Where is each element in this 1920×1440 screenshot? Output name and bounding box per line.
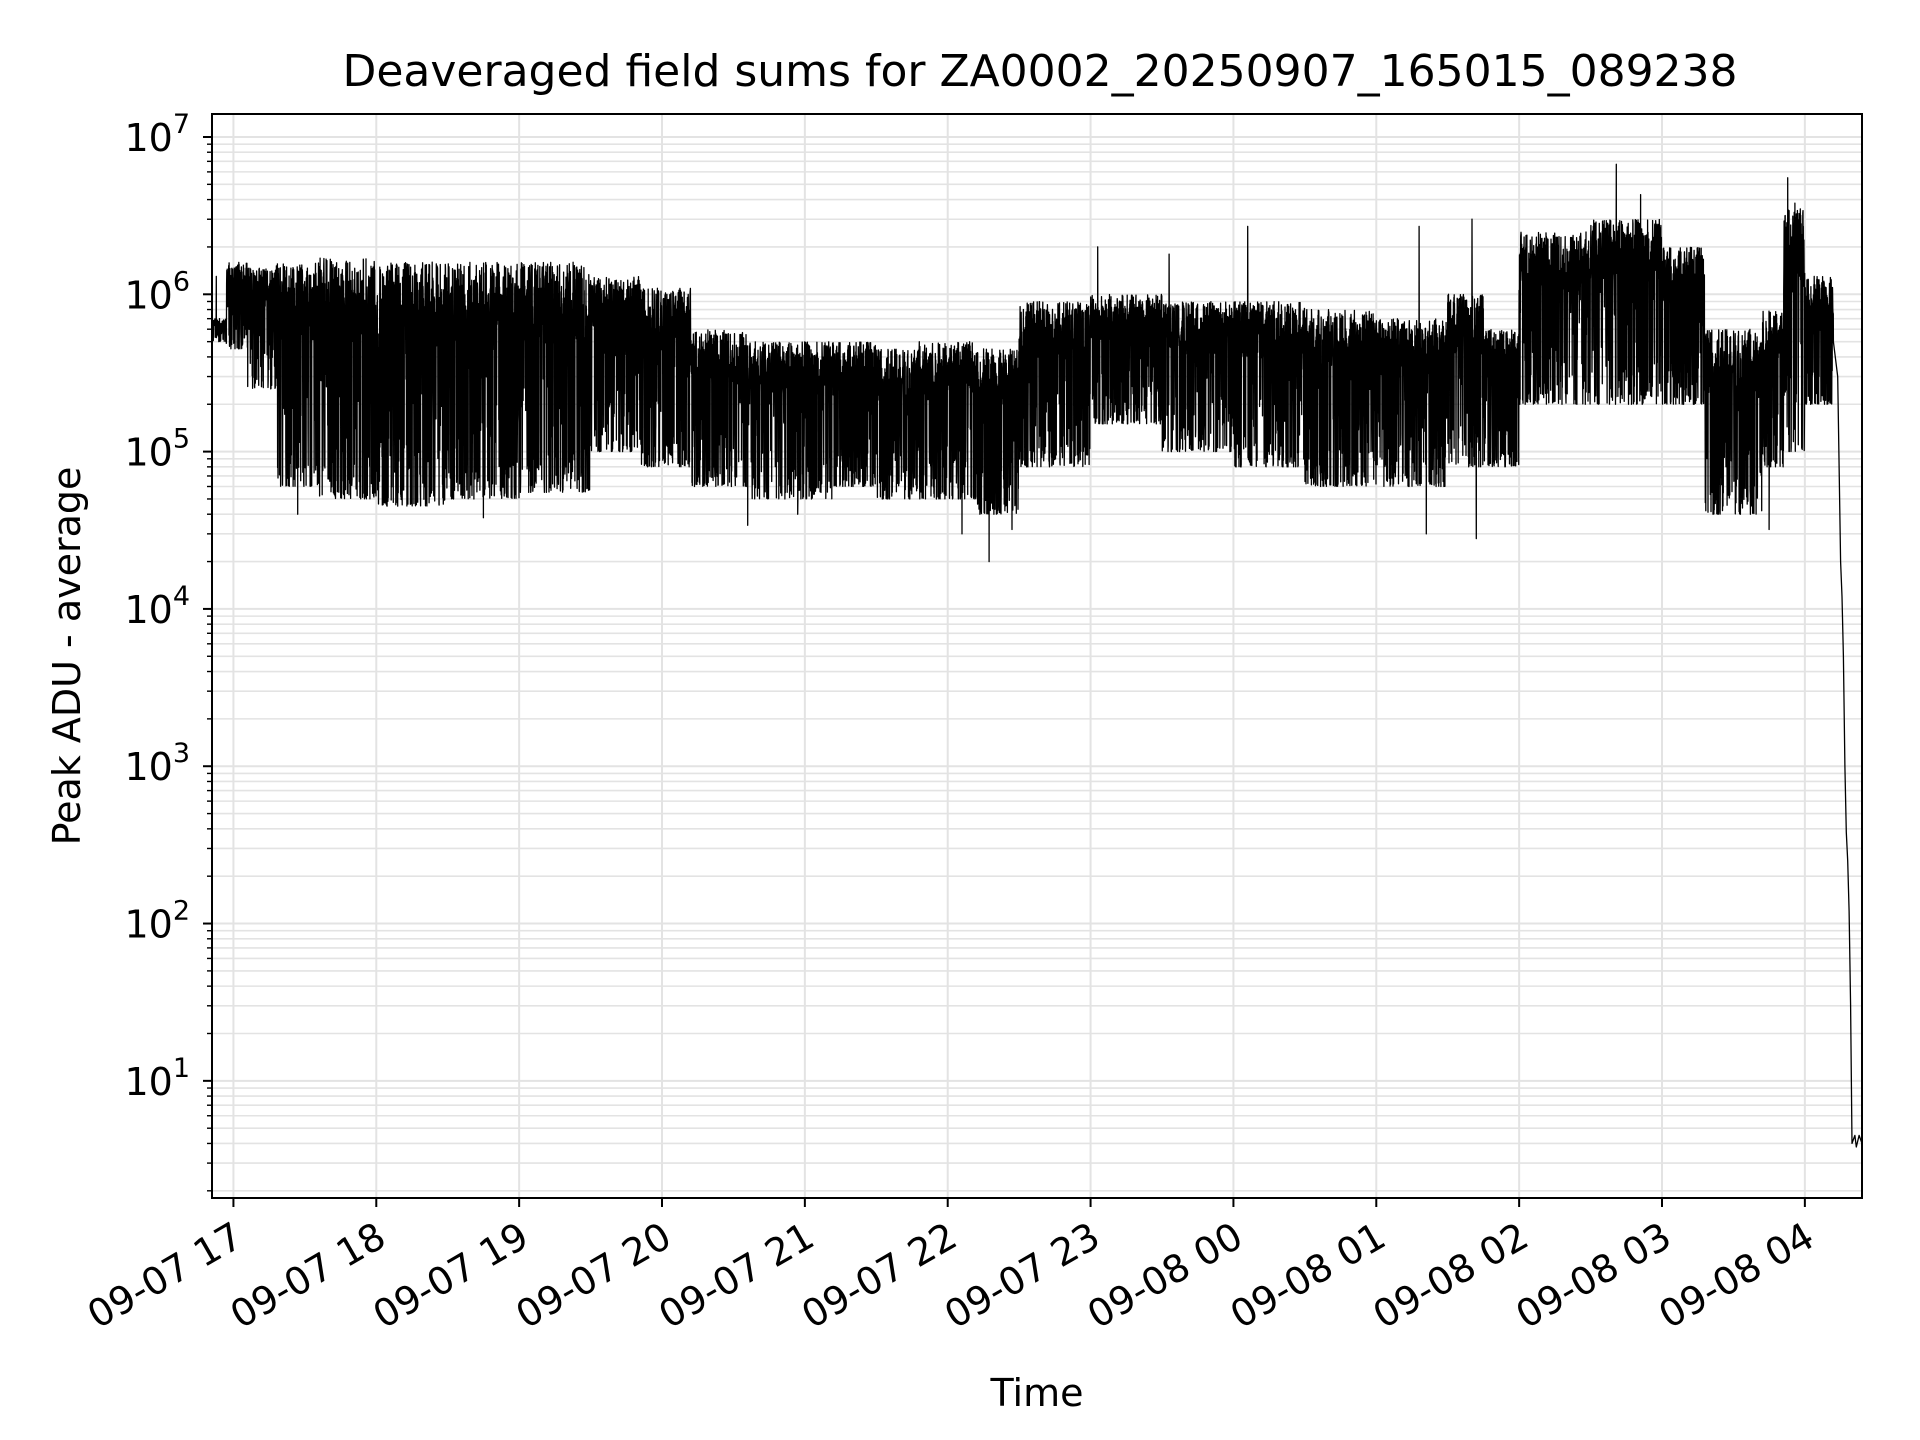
chart-title: Deaveraged field sums for ZA0002_2025090… xyxy=(342,46,1737,97)
y-tick-exponent: 4 xyxy=(173,581,190,612)
y-tick-base: 10 xyxy=(124,116,172,160)
y-tick-base: 10 xyxy=(124,431,172,475)
y-tick-exponent: 5 xyxy=(173,424,190,455)
y-tick-base: 10 xyxy=(124,1060,172,1104)
y-tick-exponent: 3 xyxy=(173,738,190,769)
y-tick-exponent: 7 xyxy=(173,109,190,140)
y-tick-label: 104 xyxy=(124,581,190,632)
x-axis-label: Time xyxy=(990,1371,1084,1415)
y-tick-label: 101 xyxy=(124,1053,190,1104)
grid-minor xyxy=(212,143,1862,1192)
y-axis-label: Peak ADU - average xyxy=(45,467,89,846)
y-tick-exponent: 2 xyxy=(173,896,190,927)
series-layer xyxy=(211,163,1863,1148)
y-tick-exponent: 6 xyxy=(173,266,190,297)
y-tick-label: 102 xyxy=(124,896,190,947)
y-tick-label: 106 xyxy=(124,266,190,317)
series-line xyxy=(211,163,1863,1148)
y-tick-base: 10 xyxy=(124,903,172,947)
y-tick-base: 10 xyxy=(124,745,172,789)
y-tick-label: 103 xyxy=(124,738,190,789)
y-tick-exponent: 1 xyxy=(173,1053,190,1084)
plot-area xyxy=(211,113,1863,1199)
y-tick-base: 10 xyxy=(124,588,172,632)
y-tick-label: 105 xyxy=(124,424,190,475)
y-tick-label: 107 xyxy=(124,109,190,160)
y-tick-base: 10 xyxy=(124,273,172,317)
